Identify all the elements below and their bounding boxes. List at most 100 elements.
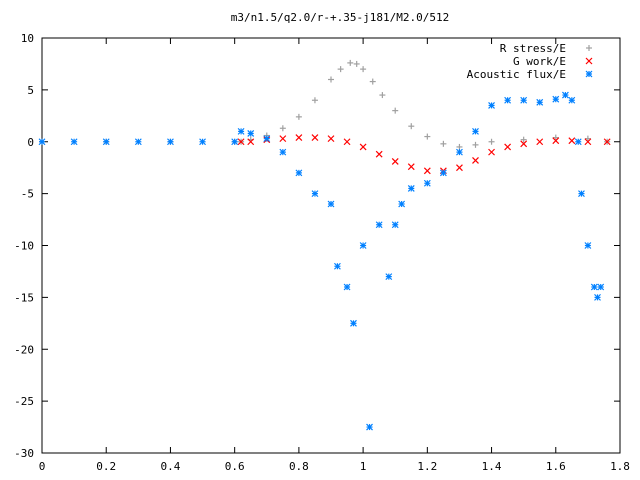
data-point <box>594 293 601 301</box>
data-point <box>385 273 393 281</box>
y-tick-label: 0 <box>27 136 34 149</box>
y-tick-label: -5 <box>21 188 34 201</box>
x-tick-label: 1 <box>360 460 367 473</box>
data-point <box>568 96 576 104</box>
data-point <box>279 125 286 132</box>
data-point <box>568 137 576 145</box>
data-point <box>343 138 351 146</box>
series-layer <box>38 59 611 431</box>
x-tick-label: 1.6 <box>546 460 566 473</box>
data-point <box>456 164 463 172</box>
data-point <box>520 140 528 148</box>
data-point <box>552 134 559 141</box>
data-point <box>584 135 591 142</box>
data-point <box>295 113 302 120</box>
data-point <box>328 76 334 83</box>
data-point <box>552 95 560 103</box>
legend-label: Acoustic flux/E <box>467 68 566 81</box>
y-tick-label: 10 <box>21 32 34 45</box>
data-point <box>199 138 206 146</box>
data-point <box>440 140 447 147</box>
data-point <box>472 157 479 164</box>
data-point <box>590 283 598 291</box>
data-point <box>347 59 354 66</box>
data-point <box>343 283 351 291</box>
data-point <box>359 242 367 249</box>
data-point <box>407 185 415 192</box>
y-tick-label: -10 <box>14 240 34 253</box>
series-1 <box>237 134 611 175</box>
x-tick-label: 1.4 <box>482 460 502 473</box>
y-tick-label: -30 <box>14 447 34 460</box>
data-point <box>391 158 399 165</box>
data-point <box>578 190 585 198</box>
data-point <box>237 138 245 146</box>
x-tick-label: 0.6 <box>225 460 245 473</box>
data-point <box>295 169 303 177</box>
data-point <box>360 66 367 73</box>
legend-marker <box>585 70 593 78</box>
data-point <box>337 66 344 73</box>
axis-ticks: 0 0.2 0.4 0.6 0.8 1 1.2 1.4 1.6 1.8 10 5 0 -5 -10 -15 -2… <box>14 32 630 473</box>
data-point <box>375 221 383 229</box>
data-point <box>574 138 582 146</box>
data-point <box>353 60 360 67</box>
data-point <box>70 138 78 146</box>
data-point <box>520 136 527 143</box>
legend-marker <box>585 57 593 65</box>
data-point <box>350 319 357 327</box>
data-point <box>279 148 287 156</box>
data-point <box>102 138 110 146</box>
data-point <box>504 143 512 151</box>
data-point <box>407 163 415 171</box>
data-point <box>398 200 406 208</box>
data-point <box>231 138 239 146</box>
data-point <box>391 221 399 229</box>
data-point <box>439 169 447 177</box>
data-point <box>488 138 495 145</box>
y-tick-label: -20 <box>14 343 34 356</box>
data-point <box>561 91 569 99</box>
plot-frame <box>41 37 621 454</box>
y-tick-label: -25 <box>14 395 34 408</box>
data-point <box>311 190 319 198</box>
data-point <box>247 138 255 146</box>
data-point <box>375 150 383 158</box>
data-point <box>327 135 335 143</box>
data-point <box>333 262 341 270</box>
data-point <box>237 127 245 135</box>
data-point <box>552 137 560 145</box>
x-tick-label: 0.8 <box>289 460 309 473</box>
data-point <box>456 143 463 150</box>
data-point <box>408 123 415 130</box>
data-point <box>584 138 592 146</box>
data-point <box>392 107 399 114</box>
y-tick-label: -15 <box>14 291 34 304</box>
data-point <box>536 98 544 106</box>
legend-marker <box>586 45 592 51</box>
data-point <box>597 283 605 291</box>
data-point <box>327 200 335 208</box>
data-point <box>584 242 592 249</box>
data-point <box>263 135 271 143</box>
x-tick-label: 1.2 <box>417 460 437 473</box>
data-point <box>520 96 528 104</box>
data-point <box>424 133 431 140</box>
data-point <box>379 92 386 99</box>
x-tick-label: 0.2 <box>96 460 116 473</box>
data-point <box>279 135 287 143</box>
data-point <box>38 138 46 146</box>
data-point <box>472 127 479 135</box>
data-point <box>134 138 142 146</box>
data-point <box>488 148 495 156</box>
data-point <box>472 141 479 148</box>
data-point <box>369 78 376 85</box>
data-point <box>247 130 255 137</box>
data-point <box>456 148 463 156</box>
x-tick-label: 0.4 <box>161 460 181 473</box>
y-tick-label: 5 <box>27 84 34 97</box>
data-point <box>366 423 373 431</box>
data-point <box>359 143 367 151</box>
